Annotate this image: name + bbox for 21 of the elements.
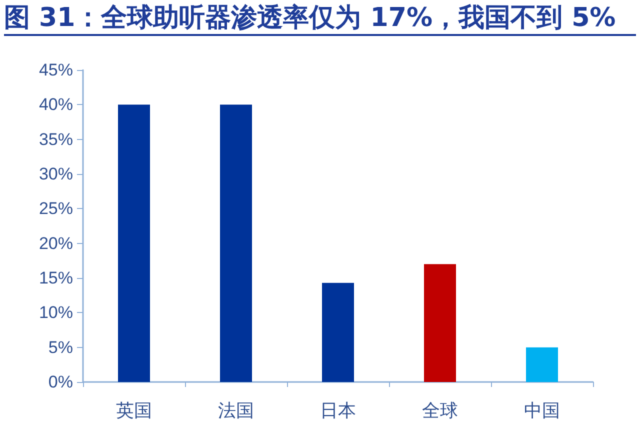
x-tick-label: 法国 xyxy=(218,400,254,422)
y-tick-label: 45% xyxy=(38,60,73,80)
bar xyxy=(526,347,558,382)
y-tick-label: 25% xyxy=(38,199,73,218)
bar xyxy=(322,282,354,382)
x-tick-label: 日本 xyxy=(320,400,356,422)
y-tick-label: 15% xyxy=(38,268,73,288)
x-tick-label: 英国 xyxy=(116,400,152,422)
y-tick-label: 30% xyxy=(38,164,73,184)
x-tick-label: 中国 xyxy=(524,400,560,422)
y-tick-label: 20% xyxy=(38,234,73,253)
x-tick-label: 全球 xyxy=(422,400,458,422)
bar xyxy=(220,104,252,382)
y-tick-label: 0% xyxy=(48,372,73,392)
y-tick-label: 10% xyxy=(38,303,73,322)
y-tick-label: 35% xyxy=(38,130,73,149)
y-tick-label: 40% xyxy=(38,95,73,114)
bar xyxy=(118,104,150,382)
bar xyxy=(424,264,456,382)
y-tick-label: 5% xyxy=(48,338,73,357)
chart-title: 图 31：全球助听器渗透率仅为 17%，我国不到 5% xyxy=(4,2,636,36)
